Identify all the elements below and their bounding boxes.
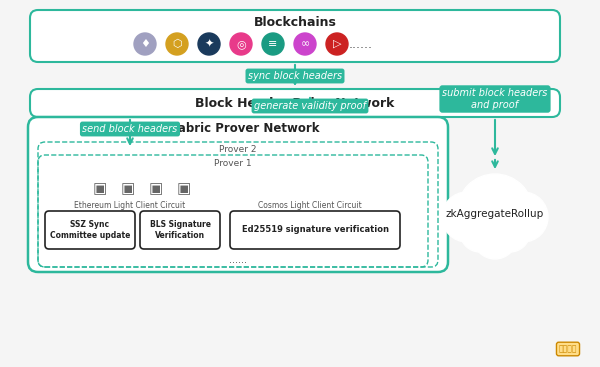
- Text: ▣: ▣: [177, 182, 191, 196]
- Text: BLS Signature
Verification: BLS Signature Verification: [149, 220, 211, 240]
- Circle shape: [326, 33, 348, 55]
- Text: ⬡: ⬡: [172, 39, 182, 49]
- FancyBboxPatch shape: [30, 89, 560, 117]
- Circle shape: [262, 33, 284, 55]
- Text: Block Header Relay Network: Block Header Relay Network: [196, 97, 395, 109]
- Text: ◎: ◎: [236, 39, 246, 49]
- Text: sync block headers: sync block headers: [248, 71, 342, 81]
- FancyBboxPatch shape: [230, 211, 400, 249]
- Circle shape: [198, 33, 220, 55]
- Text: 金色财经: 金色财经: [559, 345, 577, 353]
- Text: SSZ Sync
Committee update: SSZ Sync Committee update: [50, 220, 130, 240]
- Circle shape: [490, 212, 530, 252]
- Text: ∞: ∞: [301, 39, 310, 49]
- Text: ✦: ✦: [205, 39, 214, 49]
- Text: ▣: ▣: [149, 182, 163, 196]
- Text: ▣: ▣: [93, 182, 107, 196]
- Text: submit block headers
and proof: submit block headers and proof: [442, 88, 548, 110]
- FancyBboxPatch shape: [30, 10, 560, 62]
- Text: ......: ......: [349, 37, 373, 51]
- Text: ♦: ♦: [140, 39, 150, 49]
- Text: Prover 2: Prover 2: [219, 145, 257, 155]
- Circle shape: [473, 215, 517, 259]
- Text: zkAggregateRollup: zkAggregateRollup: [446, 209, 544, 219]
- Circle shape: [460, 212, 500, 252]
- Text: generate validity proof: generate validity proof: [254, 101, 366, 111]
- Text: ▷: ▷: [333, 39, 341, 49]
- Circle shape: [230, 33, 252, 55]
- Text: ≡: ≡: [268, 39, 278, 49]
- FancyBboxPatch shape: [45, 211, 135, 249]
- FancyBboxPatch shape: [140, 211, 220, 249]
- Circle shape: [294, 33, 316, 55]
- Circle shape: [457, 174, 533, 250]
- Text: Cosmos Light Client Circuit: Cosmos Light Client Circuit: [258, 200, 362, 210]
- Text: Ed25519 signature verification: Ed25519 signature verification: [241, 225, 389, 235]
- Text: ▣: ▣: [121, 182, 135, 196]
- Circle shape: [442, 192, 492, 242]
- Text: Blockchains: Blockchains: [254, 15, 337, 29]
- Text: ......: ......: [229, 255, 247, 265]
- Circle shape: [134, 33, 156, 55]
- Text: send block headers: send block headers: [82, 124, 178, 134]
- FancyBboxPatch shape: [28, 117, 448, 272]
- Circle shape: [166, 33, 188, 55]
- Text: Ethereum Light Client Circuit: Ethereum Light Client Circuit: [74, 200, 185, 210]
- Text: zkFabric Prover Network: zkFabric Prover Network: [156, 123, 320, 135]
- Text: Prover 1: Prover 1: [214, 159, 252, 167]
- Circle shape: [498, 192, 548, 242]
